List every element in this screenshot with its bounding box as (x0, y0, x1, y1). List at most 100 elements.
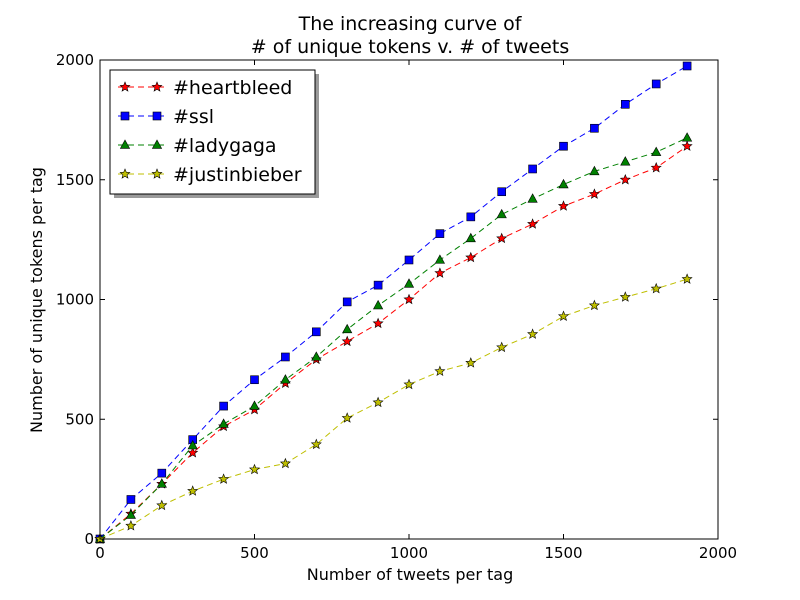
data-point-ladygaga-11 (434, 254, 446, 264)
data-point-ssl-9 (373, 280, 383, 290)
legend-marker-ladygaga-a (119, 139, 131, 149)
data-point-justinbieber-6 (279, 457, 291, 469)
data-point-heartbleed-8 (341, 335, 353, 347)
y-tick-label-1000: 1000 (56, 291, 94, 309)
data-point-ssl-5 (250, 375, 259, 385)
data-point-ssl-15 (559, 141, 568, 151)
legend: #heartbleed #ssl #ladygaga #justinbieber (109, 69, 319, 198)
legend-label-justinbieber: #justinbieber (173, 164, 302, 186)
legend-marker-justinbieber-a (119, 168, 131, 179)
data-point-ladygaga-18 (651, 146, 662, 156)
data-point-ssl-18 (651, 79, 661, 89)
data-point-heartbleed-11 (434, 267, 446, 278)
data-point-justinbieber-5 (248, 463, 261, 475)
y-axis-label: Number of unique tokens per tag (27, 167, 46, 433)
data-point-ssl-14 (528, 164, 537, 174)
legend-label-heartbleed: #heartbleed (173, 77, 292, 99)
data-point-heartbleed-3 (187, 446, 199, 458)
data-point-heartbleed-15 (557, 200, 570, 211)
data-point-justinbieber-7 (310, 438, 322, 450)
data-point-ladygaga-15 (558, 178, 569, 189)
x-tick-label-1000: 1000 (390, 544, 428, 562)
series-line-justinbieber (99, 278, 688, 540)
axes: 0 500 1000 1500 2000 0 500 1000 1500 2000 (56, 51, 737, 562)
legend-label-ssl: #ssl (173, 106, 214, 128)
data-point-ladygaga-4 (218, 418, 229, 428)
y-tick-label-2000: 2000 (56, 51, 94, 69)
data-point-ssl-2 (157, 468, 167, 478)
series-line-heartbleed (99, 145, 688, 540)
data-point-heartbleed-13 (496, 232, 508, 244)
chart-title-line-1: The increasing curve of (298, 13, 523, 35)
data-point-ladygaga-5 (249, 400, 260, 410)
data-point-heartbleed-9 (372, 317, 384, 329)
data-point-heartbleed-10 (403, 293, 415, 305)
x-tick-label-0: 0 (95, 544, 105, 562)
legend-marker-justinbieber-b (151, 168, 163, 179)
legend-marker-heartbleed-a (119, 81, 131, 92)
data-point-ssl-17 (620, 100, 630, 109)
data-point-ladygaga-8 (342, 323, 353, 334)
data-point-ladygaga-17 (620, 156, 631, 166)
y-tick-label-1500: 1500 (56, 171, 94, 189)
data-point-heartbleed-12 (465, 251, 477, 263)
data-point-ladygaga-3 (187, 439, 198, 450)
data-point-justinbieber-8 (341, 412, 353, 423)
legend-label-ladygaga: #ladygaga (173, 135, 277, 157)
data-point-justinbieber-2 (156, 499, 168, 511)
data-point-justinbieber-12 (465, 357, 477, 368)
data-point-ladygaga-9 (372, 299, 384, 310)
data-point-ssl-4 (219, 401, 228, 411)
legend-marker-ssl-a (120, 111, 130, 121)
data-point-ladygaga-2 (156, 478, 167, 488)
data-point-ladygaga-12 (465, 232, 476, 243)
series-line-ladygaga (99, 137, 688, 540)
data-point-justinbieber-17 (619, 291, 631, 302)
legend-marker-heartbleed-b (151, 81, 163, 92)
data-point-ssl-16 (590, 123, 599, 133)
data-point-ssl-12 (466, 212, 476, 222)
data-point-ladygaga-14 (527, 193, 538, 203)
data-point-justinbieber-19 (681, 273, 693, 284)
data-point-justinbieber-3 (187, 485, 199, 496)
data-point-ladygaga-16 (589, 165, 600, 176)
data-point-ssl-1 (126, 495, 136, 504)
data-point-heartbleed-14 (527, 218, 539, 229)
y-tick-label-0: 0 (84, 530, 94, 548)
data-point-ssl-7 (311, 327, 321, 337)
data-point-justinbieber-13 (496, 341, 508, 353)
data-point-ssl-13 (497, 187, 507, 197)
data-point-justinbieber-11 (434, 365, 446, 377)
legend-marker-ladygaga-b (151, 139, 163, 149)
data-point-justinbieber-18 (650, 282, 662, 294)
data-point-justinbieber-15 (557, 310, 570, 321)
data-point-ladygaga-6 (280, 374, 291, 384)
plot-area (94, 61, 693, 544)
data-point-justinbieber-4 (218, 473, 230, 484)
data-point-heartbleed-17 (619, 173, 631, 185)
series-line-ssl (99, 65, 688, 540)
data-point-ssl-19 (682, 61, 692, 71)
data-point-ssl-8 (342, 297, 352, 307)
data-point-justinbieber-9 (372, 396, 384, 408)
data-point-justinbieber-16 (588, 299, 600, 311)
x-tick-label-500: 500 (240, 544, 269, 562)
data-point-heartbleed-19 (681, 140, 693, 151)
data-point-heartbleed-16 (588, 188, 600, 199)
data-point-justinbieber-1 (125, 520, 137, 531)
data-point-ssl-11 (435, 229, 445, 238)
data-point-ladygaga-19 (681, 132, 693, 142)
data-point-justinbieber-14 (527, 328, 539, 339)
data-point-ladygaga-7 (311, 351, 322, 361)
data-point-ladygaga-10 (403, 278, 415, 288)
x-tick-label-2000: 2000 (699, 544, 737, 562)
data-point-ladygaga-1 (125, 509, 137, 519)
data-point-heartbleed-18 (650, 161, 662, 173)
data-point-ladygaga-13 (496, 208, 507, 219)
legend-box (109, 69, 316, 195)
x-tick-label-1500: 1500 (544, 544, 582, 562)
data-point-justinbieber-10 (403, 378, 415, 390)
legend-marker-ssl-b (152, 111, 162, 121)
chart-title-line-2: # of unique tokens v. # of tweets (251, 36, 569, 58)
